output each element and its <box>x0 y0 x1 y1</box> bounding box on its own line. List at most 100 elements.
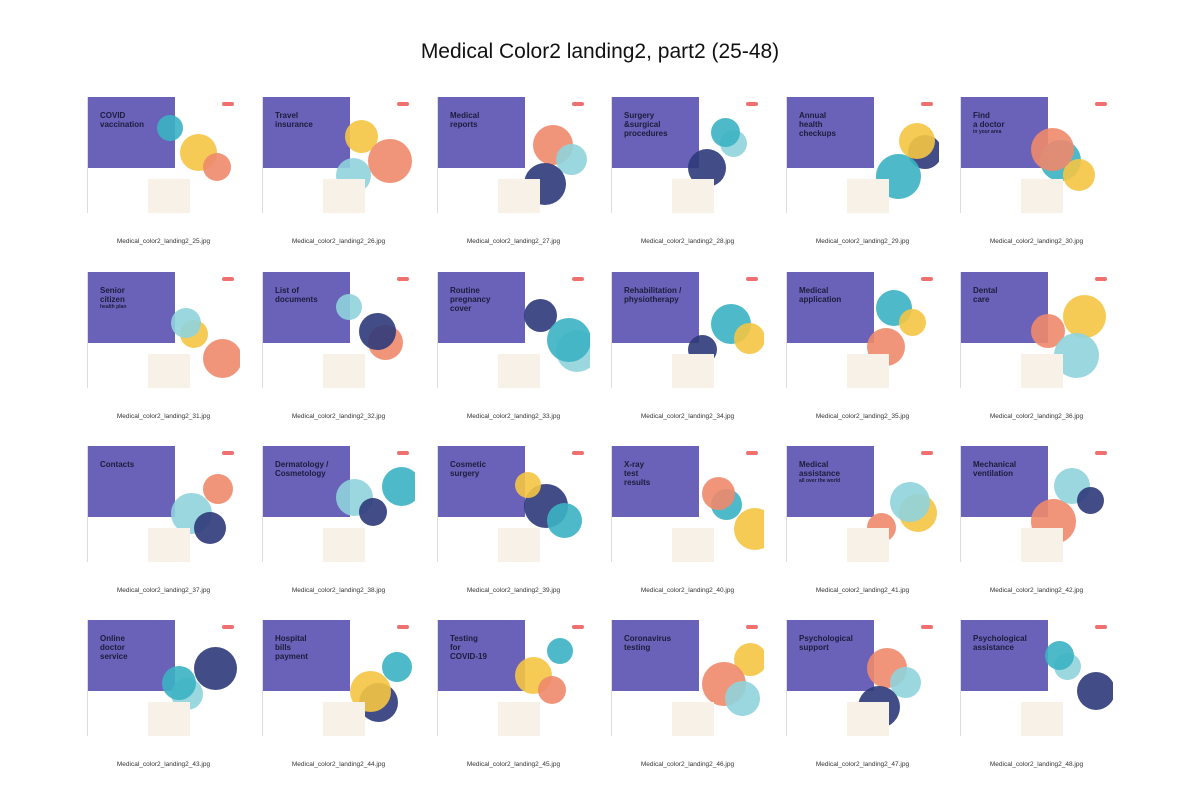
heading-line: Testing <box>450 634 478 643</box>
side-rule <box>786 620 787 736</box>
content-card <box>672 702 714 736</box>
illustration <box>203 474 233 504</box>
heading-line: physiotherapy <box>624 295 679 304</box>
file-name: Medical_color2_landing2_25.jpg <box>116 238 211 245</box>
thumbnail: Mechanical ventilation <box>960 446 1113 562</box>
heading-line: Rehabilitation / <box>624 286 682 295</box>
illustration <box>702 477 735 510</box>
side-rule <box>87 272 88 388</box>
heading-line: COVID-19 <box>450 652 487 661</box>
heading-line: Annual <box>799 111 827 120</box>
hero-block <box>786 272 874 343</box>
thumbnail-heading: Online doctor service <box>100 634 128 661</box>
file-name: Medical_color2_landing2_46.jpg <box>640 761 735 768</box>
illustration <box>1077 487 1104 514</box>
thumbnail: Senior citizen health plan <box>87 272 240 388</box>
heading-line: ventilation <box>973 469 1014 478</box>
side-rule <box>960 446 961 562</box>
file-name: Medical_color2_landing2_41.jpg <box>815 587 910 594</box>
thumbnail-heading: Medical application <box>799 286 841 304</box>
heading-line: support <box>799 643 829 652</box>
illustration <box>1031 128 1074 171</box>
header-button <box>397 625 409 629</box>
side-rule <box>262 446 263 562</box>
illustration <box>368 139 412 183</box>
header-button <box>921 277 933 281</box>
content-card <box>1021 528 1063 562</box>
file-name: Medical_color2_landing2_35.jpg <box>815 413 910 420</box>
thumbnail: Annual health checkups <box>786 97 939 213</box>
illustration <box>515 472 541 498</box>
heading-line: Senior <box>100 286 125 295</box>
thumbnail: Psychological assistance <box>960 620 1113 736</box>
thumbnail: X-ray test results <box>611 446 764 562</box>
thumbnail-heading: List of documents <box>275 286 318 304</box>
illustration <box>1077 672 1113 710</box>
illustration <box>359 498 387 526</box>
hero-block <box>87 620 175 691</box>
thumbnail: Travel insurance <box>262 97 415 213</box>
thumbnail: Psychological support <box>786 620 939 736</box>
heading-line: Psychological <box>799 634 853 643</box>
header-button <box>746 625 758 629</box>
heading-line: Mechanical <box>973 460 1017 469</box>
header-button <box>572 451 584 455</box>
file-name: Medical_color2_landing2_31.jpg <box>116 413 211 420</box>
illustration <box>1063 159 1095 191</box>
heading-line: application <box>799 295 842 304</box>
file-name: Medical_color2_landing2_39.jpg <box>466 587 561 594</box>
content-card <box>323 179 365 213</box>
hero-block <box>786 446 874 517</box>
thumbnail: Contacts <box>87 446 240 562</box>
illustration <box>725 681 760 716</box>
file-name: Medical_color2_landing2_27.jpg <box>466 238 561 245</box>
content-card <box>498 702 540 736</box>
heading-line: assistance <box>973 643 1014 652</box>
thumbnail-heading: Psychological support <box>799 634 853 652</box>
thumbnail: Online doctor service <box>87 620 240 736</box>
file-name: Medical_color2_landing2_47.jpg <box>815 761 910 768</box>
hero-block <box>786 97 874 168</box>
heading-line: checkups <box>799 129 836 138</box>
side-rule <box>611 97 612 213</box>
hero-block <box>611 272 699 343</box>
thumbnail: Cosmetic surgery <box>437 446 590 562</box>
thumbnail-heading: COVID vaccination <box>100 111 144 129</box>
heading-line: citizen <box>100 295 125 304</box>
heading-line: Medical <box>450 111 480 120</box>
heading-line: for <box>450 643 461 652</box>
heading-line: procedures <box>624 129 668 138</box>
hero-block <box>87 272 175 343</box>
side-rule <box>262 97 263 213</box>
illustration <box>547 318 590 362</box>
illustration <box>547 638 573 664</box>
heading-line: Routine <box>450 286 480 295</box>
file-name: Medical_color2_landing2_48.jpg <box>989 761 1084 768</box>
heading-line: Hospital <box>275 634 307 643</box>
header-button <box>397 102 409 106</box>
hero-block <box>611 446 699 517</box>
thumbnail: Find a doctor in your area <box>960 97 1113 213</box>
header-button <box>572 102 584 106</box>
thumbnail-heading: Rehabilitation / physiotherapy <box>624 286 681 304</box>
file-name: Medical_color2_landing2_37.jpg <box>116 587 211 594</box>
heading-line: health <box>799 120 823 129</box>
illustration <box>734 508 764 550</box>
heading-line: Dermatology / <box>275 460 329 469</box>
heading-line: payment <box>275 652 308 661</box>
hero-block <box>262 97 350 168</box>
content-card <box>323 702 365 736</box>
hero-block <box>437 446 525 517</box>
thumbnail-heading: Travel insurance <box>275 111 313 129</box>
header-button <box>921 625 933 629</box>
heading-line: Cosmetology <box>275 469 326 478</box>
thumbnail-heading: Coronavirus testing <box>624 634 671 652</box>
content-card <box>1021 354 1063 388</box>
heading-line: Surgery <box>624 111 655 120</box>
header-button <box>1095 277 1107 281</box>
illustration <box>194 647 237 690</box>
heading-line: testing <box>624 643 651 652</box>
illustration <box>171 308 201 338</box>
content-card <box>148 702 190 736</box>
thumbnail: COVID vaccination <box>87 97 240 213</box>
